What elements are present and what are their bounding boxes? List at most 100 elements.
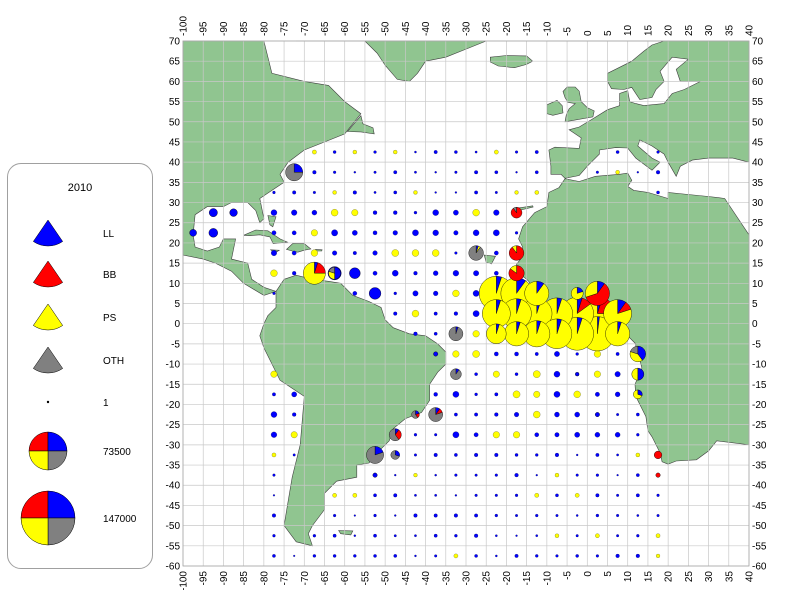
- small-catch-dot: [533, 411, 541, 419]
- small-catch-dot: [454, 494, 457, 497]
- small-catch-dot: [453, 209, 459, 216]
- lon-tick-label: -50: [381, 571, 392, 586]
- pie-slice-ll: [368, 287, 382, 300]
- catch-pie: [366, 446, 384, 464]
- map-frame: [182, 40, 750, 567]
- lat-tick-label: 40: [752, 158, 764, 169]
- small-catch-dot: [472, 229, 480, 236]
- small-catch-dot: [432, 229, 439, 236]
- lon-tick-label: -75: [280, 21, 291, 36]
- small-catch-dot: [494, 493, 498, 497]
- lon-tick-label: -10: [542, 21, 553, 36]
- small-catch-dot: [595, 554, 599, 558]
- small-catch-dot: [272, 473, 276, 477]
- lat-tick-label: 25: [752, 218, 764, 229]
- small-catch-dot: [352, 291, 358, 296]
- lat-tick-label: 45: [169, 137, 181, 148]
- lat-tick-label: 50: [752, 117, 764, 128]
- small-catch-dot: [271, 452, 277, 458]
- small-catch-dot: [474, 150, 478, 154]
- lat-tick-label: 55: [752, 97, 764, 108]
- small-catch-dot: [514, 231, 519, 235]
- catch-pie: [603, 299, 632, 328]
- pie-slice-oth: [411, 410, 419, 419]
- pie-slice-bb: [508, 265, 525, 282]
- small-catch-dot: [575, 514, 579, 517]
- small-catch-dots: [270, 149, 661, 559]
- small-catch-dot: [434, 433, 438, 437]
- catch-pie: [486, 323, 507, 344]
- lat-tick-label: -10: [166, 360, 181, 371]
- lon-tick-label: -10: [542, 571, 553, 586]
- small-catch-dot: [453, 553, 459, 559]
- legend-contents: 2010 LL BB PS OTH 1 73500 147000: [20, 182, 137, 546]
- small-catch-dot: [332, 554, 337, 558]
- lon-tick-label: -15: [522, 571, 533, 586]
- small-catch-dot: [270, 370, 278, 378]
- small-catch-dot: [595, 170, 599, 174]
- small-catch-dot: [553, 371, 561, 378]
- legend-size-pie-slice: [47, 431, 68, 452]
- small-catch-dot: [576, 453, 579, 457]
- pie-slice-oth: [450, 368, 462, 380]
- small-catch-dot: [474, 372, 478, 376]
- small-catch-dot: [636, 171, 639, 174]
- small-catch-dot: [434, 473, 437, 477]
- small-catch-dot: [493, 229, 500, 237]
- small-catch-dot: [291, 209, 298, 216]
- small-catch-dot: [474, 170, 479, 175]
- small-catch-dot: [413, 211, 418, 215]
- small-catch-dot: [474, 513, 478, 518]
- pie-slice-ps: [585, 281, 598, 298]
- pie-slice-oth: [388, 428, 400, 442]
- small-catch-dot: [393, 554, 397, 558]
- lon-tick-label: 15: [643, 24, 654, 36]
- pie-slice-ll: [229, 208, 238, 217]
- catch-pie: [482, 299, 511, 328]
- small-catch-dot: [554, 533, 560, 538]
- small-catch-dot: [452, 289, 460, 297]
- lon-tick-label: -25: [482, 571, 493, 586]
- lon-tick-label: 0: [583, 30, 594, 36]
- small-catch-dot: [373, 191, 377, 194]
- lon-tick-label: -35: [441, 21, 452, 36]
- small-catch-dot: [472, 310, 480, 317]
- small-catch-dot: [595, 392, 600, 397]
- small-catch-dot: [615, 352, 620, 356]
- small-catch-dot: [434, 171, 437, 174]
- lat-tick-label: -60: [752, 562, 767, 573]
- lon-tick-label: 0: [583, 571, 594, 577]
- small-catch-dot: [535, 513, 539, 518]
- small-catch-dot: [331, 229, 338, 237]
- catch-pie: [303, 261, 326, 285]
- lon-tick-label: 35: [724, 571, 735, 583]
- lon-tick-label: 40: [745, 24, 756, 36]
- small-catch-dot: [311, 229, 318, 237]
- small-catch-dot: [514, 473, 519, 478]
- catch-pie: [594, 412, 600, 417]
- small-catch-dot: [391, 249, 399, 257]
- pie-slice-ll: [637, 345, 646, 361]
- small-catch-dot: [534, 493, 539, 498]
- lon-tick-label: -30: [462, 21, 473, 36]
- lat-tick-label: 25: [169, 218, 181, 229]
- lon-tick-label: -20: [502, 571, 513, 586]
- map-grid: [182, 40, 750, 567]
- small-catch-dot: [494, 271, 499, 276]
- lon-tick-label: -80: [259, 21, 270, 36]
- lon-tick-label: -80: [259, 571, 270, 586]
- catch-pie: [585, 281, 610, 306]
- small-catch-dot: [534, 432, 539, 437]
- axis-ticks: -100-100-95-95-90-90-85-85-80-80-75-75-7…: [166, 16, 767, 590]
- land-newfoundland: [346, 115, 375, 135]
- pie-slice-bb: [655, 472, 661, 478]
- small-catch-dot: [635, 553, 640, 558]
- small-catch-dot: [332, 150, 337, 154]
- pie-slice-ps: [631, 367, 639, 381]
- catch-pie: [229, 208, 238, 217]
- small-catch-dot: [414, 534, 417, 538]
- small-catch-dot: [393, 291, 397, 295]
- lon-tick-label: -25: [482, 21, 493, 36]
- small-catch-dot: [514, 412, 519, 417]
- small-catch-dot: [554, 452, 559, 457]
